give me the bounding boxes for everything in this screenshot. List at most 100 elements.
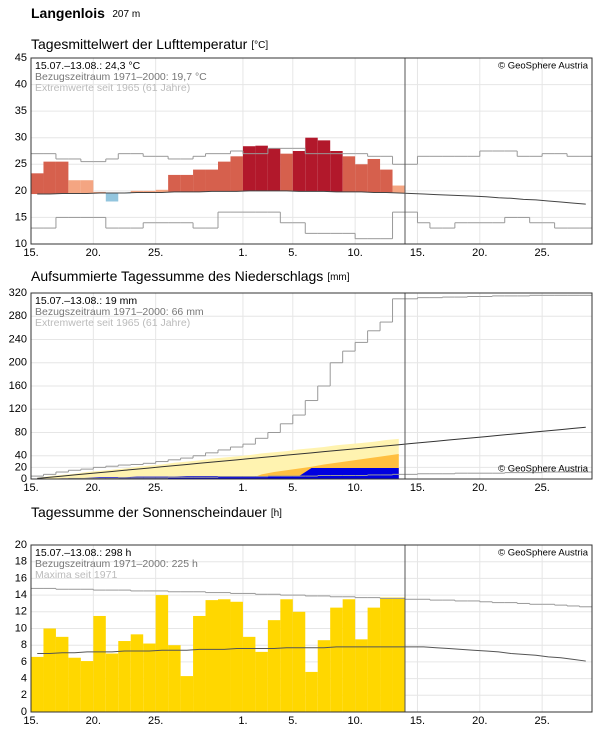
x-tick-label: 20. (86, 247, 101, 259)
bar (68, 180, 81, 194)
y-tick-label: 45 (15, 52, 27, 64)
bar (342, 156, 356, 192)
bar (355, 164, 368, 192)
bar (55, 161, 69, 194)
bar (330, 151, 343, 192)
y-tick-label: 18 (15, 556, 27, 568)
header: Langenlois 207 m (31, 5, 140, 23)
copyright: © GeoSphere Austria (498, 464, 589, 475)
bar (392, 185, 405, 193)
x-tick-label: 5. (288, 482, 297, 494)
legend-note: Bezugszeitraum 1971–2000: 225 h (35, 558, 198, 570)
x-tick-label: 25. (148, 482, 163, 494)
x-tick-label: 20. (86, 482, 101, 494)
y-tick-label: 12 (15, 606, 27, 618)
bar (230, 601, 243, 712)
bar (168, 174, 181, 192)
bar (180, 174, 194, 192)
copyright: © GeoSphere Austria (498, 61, 589, 72)
bar (292, 611, 306, 712)
x-tick-label: 15. (410, 482, 425, 494)
y-tick-label: 0 (21, 706, 27, 718)
y-tick-label: 10 (15, 622, 27, 634)
y-tick-label: 20 (15, 461, 27, 473)
chart-title: Aufsummierte Tagessumme des Niederschlag… (31, 268, 350, 284)
bar (218, 161, 231, 192)
y-tick-label: 25 (15, 158, 27, 170)
bar (367, 607, 381, 712)
bar (367, 158, 381, 193)
bar (392, 597, 405, 712)
x-tick-label: 25. (534, 482, 549, 494)
legend-note: Extremwerte seit 1965 (61 Jahre) (35, 82, 190, 94)
chart-title: Tagessumme der Sonnenscheindauer [h] (31, 504, 282, 520)
y-tick-label: 160 (9, 380, 27, 392)
x-tick-label: 25. (148, 715, 163, 727)
x-tick-label: 20. (472, 715, 487, 727)
plot-frame (30, 292, 593, 480)
y-tick-label: 40 (15, 78, 27, 90)
y-tick-label: 240 (9, 333, 27, 345)
bar (155, 595, 169, 712)
bar (43, 628, 56, 712)
bar (355, 639, 368, 712)
title-text: Tagesmittelwert der Lufttemperatur (31, 36, 248, 52)
plot-frame (30, 544, 593, 713)
bar (317, 140, 331, 192)
elevation: 207 m (112, 9, 140, 20)
x-tick-label: 1. (238, 247, 247, 259)
legend-note: Maxima seit 1971 (35, 569, 117, 581)
x-tick-label: 20. (86, 715, 101, 727)
x-tick-label: 15. (23, 715, 38, 727)
y-tick-label: 10 (15, 238, 27, 250)
bar (342, 599, 356, 712)
bar (205, 600, 218, 712)
line (37, 190, 586, 205)
legend-note: 15.07.–13.08.: 298 h (35, 547, 131, 559)
legend-note: Bezugszeitraum 1971–2000: 19,7 °C (35, 71, 207, 83)
y-tick-label: 120 (9, 403, 27, 415)
bar (230, 156, 243, 192)
bar (143, 190, 156, 193)
plot-frame (30, 57, 593, 245)
bar (31, 656, 44, 712)
bar (168, 645, 181, 712)
bar (255, 651, 268, 712)
x-tick-label: 1. (238, 715, 247, 727)
legend-note: 15.07.–13.08.: 19 mm (35, 295, 137, 307)
unit: [mm] (327, 272, 349, 283)
bar (242, 636, 256, 712)
y-tick-label: 0 (21, 473, 27, 485)
title-text: Tagessumme der Sonnenscheindauer (31, 504, 267, 520)
bar (43, 161, 56, 195)
bar (80, 661, 94, 712)
x-tick-label: 25. (534, 715, 549, 727)
bar (68, 657, 81, 712)
unit: [°C] (251, 40, 268, 51)
bar (31, 173, 44, 195)
copyright: © GeoSphere Austria (498, 548, 589, 559)
bar (317, 640, 331, 712)
chart-title: Tagesmittelwert der Lufttemperatur [°C] (31, 36, 268, 52)
bar (267, 148, 281, 191)
bar (193, 169, 206, 192)
unit: [h] (271, 508, 282, 519)
bar (118, 641, 131, 712)
legend-note: 15.07.–13.08.: 24,3 °C (35, 60, 141, 72)
x-tick-label: 5. (288, 247, 297, 259)
bar (218, 599, 231, 712)
bar (130, 190, 144, 193)
y-tick-label: 280 (9, 310, 27, 322)
y-tick-label: 16 (15, 572, 27, 584)
y-tick-label: 35 (15, 105, 27, 117)
bar (305, 671, 318, 712)
bar (280, 599, 293, 712)
legend-note: Bezugszeitraum 1971–2000: 66 mm (35, 306, 204, 318)
bar (305, 137, 318, 192)
y-tick-label: 6 (21, 656, 27, 668)
y-tick-label: 4 (21, 673, 27, 685)
y-tick-label: 15 (15, 211, 27, 223)
y-tick-label: 14 (15, 589, 27, 601)
bar (292, 151, 306, 192)
bar (193, 615, 206, 712)
